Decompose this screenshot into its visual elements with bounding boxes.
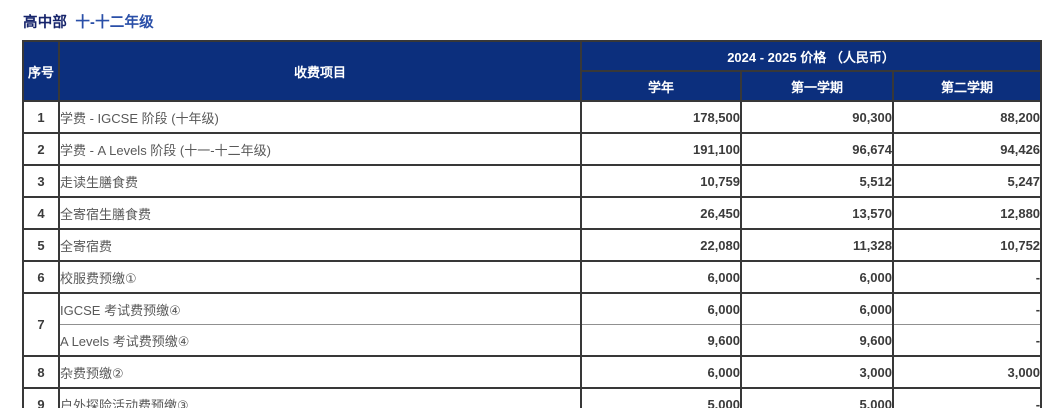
value-sem1: 9,600 xyxy=(740,324,894,357)
value-sem2: 10,752 xyxy=(891,228,1043,262)
page-title-grades: 十-十二年级 xyxy=(75,15,154,31)
table-row: A Levels 考试费预缴④ 9,600 9,600 - xyxy=(23,324,1043,357)
fees-table: 序号 收费项目 2024 - 2025 价格 （人民币） 学年 第一学期 第二学… xyxy=(22,40,1043,408)
value-sem1: 5,512 xyxy=(740,164,894,198)
value-sem1: 6,000 xyxy=(740,260,894,294)
page-title: 高中部 十-十二年级 xyxy=(23,11,1055,32)
row-no: 7 xyxy=(22,292,60,357)
value-sem1: 3,000 xyxy=(740,355,894,389)
header-col-sem2: 第二学期 xyxy=(891,70,1043,102)
row-no: 1 xyxy=(22,100,60,134)
table-row: 4 全寄宿生膳食费 26,450 13,570 12,880 xyxy=(22,196,1043,230)
table-row: 2 学费 - A Levels 阶段 (十一-十二年级) 191,100 96,… xyxy=(22,132,1043,166)
row-no: 2 xyxy=(22,132,60,166)
row-no: 6 xyxy=(22,260,60,294)
row-no: 8 xyxy=(22,355,60,389)
header-col-no: 序号 xyxy=(22,40,60,102)
value-sem2: 5,247 xyxy=(891,164,1043,198)
value-year: 22,080 xyxy=(580,228,742,262)
table-row: 9 户外探险活动费预缴③ 5,000 5,000 - xyxy=(22,387,1043,408)
fee-item: 学费 - IGCSE 阶段 (十年级) xyxy=(58,100,582,134)
fee-item: 户外探险活动费预缴③ xyxy=(58,387,582,408)
value-sem1: 90,300 xyxy=(740,100,894,134)
value-sem1: 5,000 xyxy=(740,387,894,408)
value-year: 9,600 xyxy=(580,324,742,357)
value-year: 6,000 xyxy=(580,260,742,294)
table-row: 8 杂费预缴② 6,000 3,000 3,000 xyxy=(22,355,1043,389)
header-price-group: 2024 - 2025 价格 （人民币） xyxy=(579,40,1043,72)
value-sem1: 96,674 xyxy=(740,132,894,166)
value-year: 6,000 xyxy=(580,355,742,389)
value-year: 5,000 xyxy=(580,387,742,408)
fee-item: A Levels 考试费预缴④ xyxy=(58,324,582,357)
value-year: 178,500 xyxy=(580,100,742,134)
value-year: 26,450 xyxy=(580,196,742,230)
fee-item: 走读生膳食费 xyxy=(58,164,582,198)
value-sem2: 12,880 xyxy=(891,196,1043,230)
value-sem1: 13,570 xyxy=(740,196,894,230)
fee-item: IGCSE 考试费预缴④ xyxy=(58,292,582,325)
row-no: 9 xyxy=(22,387,60,408)
header-col-item: 收费项目 xyxy=(58,40,582,102)
value-sem2: 3,000 xyxy=(891,355,1043,389)
value-sem2: 94,426 xyxy=(891,132,1043,166)
fee-item: 全寄宿生膳食费 xyxy=(58,196,582,230)
table-row: 6 校服费预缴① 6,000 6,000 - xyxy=(22,260,1043,294)
page-title-division: 高中部 xyxy=(23,15,68,31)
value-sem2: - xyxy=(891,260,1043,294)
row-no: 4 xyxy=(22,196,60,230)
header-col-year: 学年 xyxy=(580,70,742,102)
table-row: 1 学费 - IGCSE 阶段 (十年级) 178,500 90,300 88,… xyxy=(22,100,1043,134)
value-sem2: - xyxy=(891,387,1043,408)
fee-item: 杂费预缴② xyxy=(58,355,582,389)
value-sem2: 88,200 xyxy=(891,100,1043,134)
table-row: 5 全寄宿费 22,080 11,328 10,752 xyxy=(22,228,1043,262)
header-row-group: 序号 收费项目 2024 - 2025 价格 （人民币） xyxy=(22,40,1043,102)
row-no: 5 xyxy=(22,228,60,262)
header-col-sem1: 第一学期 xyxy=(740,70,894,102)
value-year: 10,759 xyxy=(580,164,742,198)
value-sem1: 11,328 xyxy=(740,228,894,262)
value-sem2: - xyxy=(891,292,1043,325)
value-year: 6,000 xyxy=(580,292,742,325)
header-row-sub: 学年 第一学期 第二学期 xyxy=(23,70,1043,102)
table-row: 7 IGCSE 考试费预缴④ 6,000 6,000 - xyxy=(22,292,1043,357)
value-sem2: - xyxy=(891,324,1043,357)
value-year: 191,100 xyxy=(580,132,742,166)
fee-item: 全寄宿费 xyxy=(58,228,582,262)
fee-item: 学费 - A Levels 阶段 (十一-十二年级) xyxy=(58,132,582,166)
row-no: 3 xyxy=(22,164,60,198)
fee-item: 校服费预缴① xyxy=(58,260,582,294)
table-row: 3 走读生膳食费 10,759 5,512 5,247 xyxy=(22,164,1043,198)
value-sem1: 6,000 xyxy=(740,292,894,325)
